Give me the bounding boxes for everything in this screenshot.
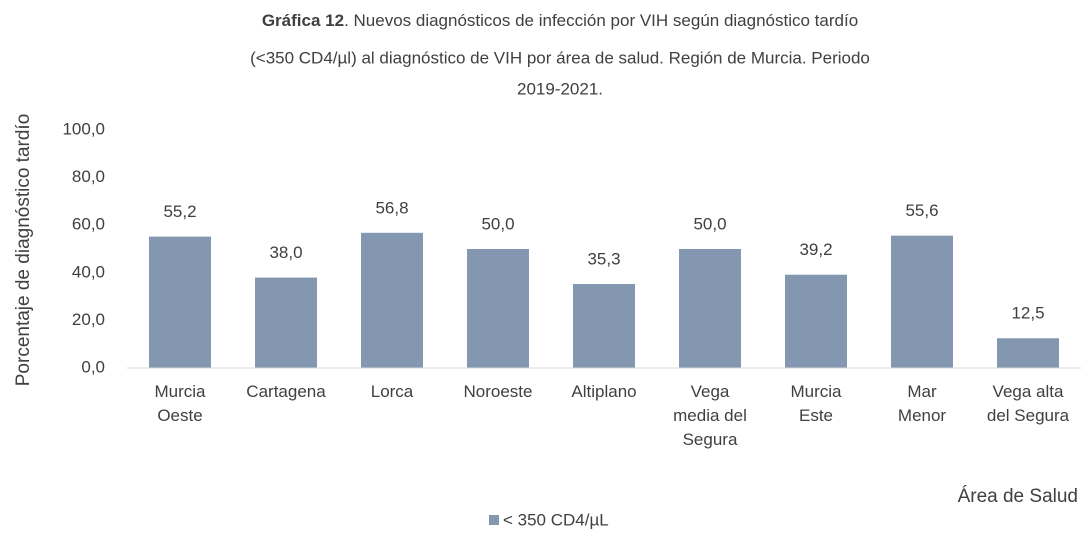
y-tick-label: 80,0 xyxy=(72,167,105,186)
value-label: 55,2 xyxy=(163,202,196,221)
x-tick-line: Oeste xyxy=(157,406,202,425)
legend-swatch xyxy=(489,515,499,525)
value-label: 56,8 xyxy=(375,198,408,217)
value-label: 55,6 xyxy=(905,201,938,220)
bar xyxy=(891,235,953,368)
x-tick-line: media del xyxy=(673,406,747,425)
value-label: 39,2 xyxy=(799,240,832,259)
x-tick-label: Vega alta del Segura xyxy=(987,382,1070,425)
x-tick-line: Este xyxy=(799,406,833,425)
value-label: 12,5 xyxy=(1011,304,1044,323)
x-tick-line: Altiplano xyxy=(571,382,636,401)
x-tick-line: Murcia xyxy=(790,382,842,401)
legend-label: < 350 CD4/µL xyxy=(503,510,609,529)
x-tick-line: Mar xyxy=(907,382,937,401)
value-label: 50,0 xyxy=(693,214,726,233)
x-tick-line: Lorca xyxy=(371,382,414,401)
value-label: 50,0 xyxy=(481,214,514,233)
title-line: . Nuevos diagnósticos de infección por V… xyxy=(344,11,858,30)
y-tick-label: 40,0 xyxy=(72,262,105,281)
x-tick-line: Vega alta xyxy=(993,382,1064,401)
x-tick-line: Noroeste xyxy=(464,382,533,401)
value-label: 35,3 xyxy=(587,249,620,268)
x-tick-label: Lorca xyxy=(371,382,414,401)
bar xyxy=(255,277,317,368)
x-tick-label: Murcia Este xyxy=(790,382,842,425)
bar xyxy=(679,249,741,368)
x-tick-line: Menor xyxy=(898,406,947,425)
y-tick-label: 0,0 xyxy=(81,357,105,376)
x-tick-label: Cartagena xyxy=(246,382,326,401)
x-tick-label: Murcia Oeste xyxy=(154,382,206,425)
chart-title: Gráfica 12. Nuevos diagnósticos de infec… xyxy=(262,11,858,30)
x-tick-label: Noroeste xyxy=(464,382,533,401)
x-tick-label: Vega media del Segura xyxy=(673,382,747,449)
x-axis-title: Área de Salud xyxy=(958,486,1078,507)
x-tick-line: Murcia xyxy=(154,382,206,401)
x-tick-line: Segura xyxy=(683,430,738,449)
y-axis-title: Porcentaje de diagnóstico tardío xyxy=(13,114,34,387)
bar xyxy=(573,283,635,368)
chart-title: (<350 CD4/µl) al diagnóstico de VIH por … xyxy=(250,48,870,67)
bar xyxy=(467,249,529,368)
bar xyxy=(997,338,1059,368)
bar xyxy=(785,274,847,368)
x-tick-label: Mar Menor xyxy=(898,382,947,425)
x-tick-line: Vega xyxy=(691,382,730,401)
y-tick-label: 60,0 xyxy=(72,215,105,234)
bar xyxy=(149,236,211,368)
chart-title: 2019-2021. xyxy=(517,79,603,98)
title-bold: Gráfica 12 xyxy=(262,11,344,30)
y-tick-label: 20,0 xyxy=(72,310,105,329)
value-label: 38,0 xyxy=(269,243,302,262)
x-tick-label: Altiplano xyxy=(571,382,636,401)
y-tick-label: 100,0 xyxy=(62,119,105,138)
x-tick-line: Cartagena xyxy=(246,382,326,401)
x-tick-line: del Segura xyxy=(987,406,1070,425)
bar xyxy=(361,232,423,368)
